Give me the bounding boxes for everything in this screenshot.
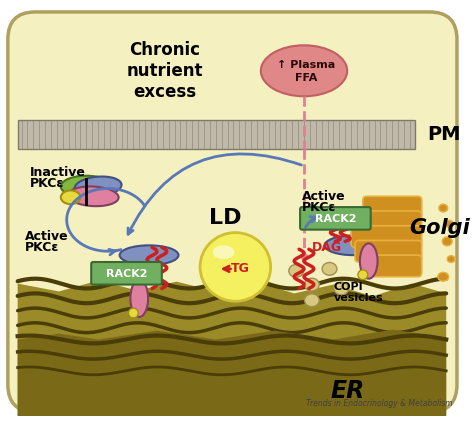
Ellipse shape: [360, 243, 378, 279]
Ellipse shape: [304, 294, 319, 307]
Text: Chronic
nutrient
excess: Chronic nutrient excess: [127, 41, 203, 100]
FancyBboxPatch shape: [300, 207, 371, 230]
Text: PKCε: PKCε: [302, 201, 336, 214]
Ellipse shape: [200, 233, 271, 301]
Ellipse shape: [447, 256, 455, 262]
Bar: [18, 120, 415, 149]
Ellipse shape: [61, 190, 81, 204]
FancyBboxPatch shape: [363, 196, 422, 218]
Text: Golgi: Golgi: [409, 218, 470, 238]
Ellipse shape: [438, 272, 449, 281]
Ellipse shape: [119, 245, 179, 265]
Ellipse shape: [61, 176, 112, 197]
Ellipse shape: [334, 282, 348, 295]
Text: COPI
vesicles: COPI vesicles: [333, 282, 383, 303]
Text: TG: TG: [231, 262, 250, 275]
Ellipse shape: [213, 245, 234, 259]
Ellipse shape: [128, 308, 138, 318]
Ellipse shape: [442, 237, 452, 246]
Ellipse shape: [358, 270, 368, 280]
Text: RACK2: RACK2: [106, 269, 147, 279]
Text: Active: Active: [302, 190, 346, 203]
Text: PKCε: PKCε: [29, 177, 64, 190]
FancyBboxPatch shape: [91, 262, 162, 285]
Ellipse shape: [68, 187, 118, 206]
Ellipse shape: [130, 280, 148, 317]
FancyBboxPatch shape: [8, 12, 457, 412]
Polygon shape: [18, 281, 446, 416]
Text: PM: PM: [428, 125, 461, 144]
Text: Trends in Endocrinology & Metabolism: Trends in Endocrinology & Metabolism: [306, 399, 453, 408]
Text: Inactive: Inactive: [29, 166, 85, 179]
Text: DAG: DAG: [312, 241, 342, 254]
Text: RACK2: RACK2: [315, 214, 356, 224]
Text: Active: Active: [25, 230, 68, 243]
Ellipse shape: [322, 262, 337, 275]
Ellipse shape: [439, 204, 447, 212]
Text: ER: ER: [331, 379, 365, 404]
FancyBboxPatch shape: [355, 211, 422, 233]
Ellipse shape: [325, 236, 382, 255]
Ellipse shape: [289, 265, 303, 277]
Ellipse shape: [304, 278, 319, 291]
Ellipse shape: [261, 45, 347, 96]
Ellipse shape: [74, 176, 121, 196]
FancyBboxPatch shape: [351, 226, 422, 247]
Polygon shape: [18, 330, 446, 416]
Ellipse shape: [445, 220, 453, 227]
FancyBboxPatch shape: [355, 240, 422, 262]
Text: FFA: FFA: [295, 73, 317, 83]
Text: ↑ Plasma: ↑ Plasma: [277, 60, 335, 70]
Text: LD: LD: [210, 208, 242, 228]
FancyBboxPatch shape: [363, 255, 422, 277]
Text: PKCε: PKCε: [25, 241, 59, 254]
